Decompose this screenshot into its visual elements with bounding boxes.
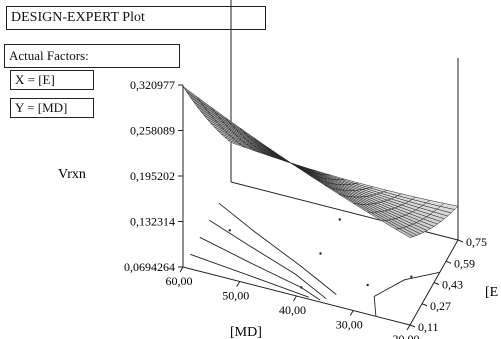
y-factor-label: Y = [MD]	[15, 100, 68, 115]
floor-contour-0	[218, 202, 337, 295]
x-factor-box: X = [E]	[10, 70, 94, 90]
md-tick-mark-0	[179, 266, 184, 273]
z-tick-label-2: 0,195202	[130, 169, 175, 183]
e-tick-mark-3	[421, 303, 428, 307]
design-point-5	[366, 283, 369, 287]
z-axis-title: Vrxn	[58, 167, 86, 182]
e-tick-label-4: 0,11	[418, 320, 439, 334]
e-tick-mark-0	[457, 239, 464, 243]
floor-contour-4	[373, 271, 440, 317]
floor-contour-3	[190, 253, 309, 298]
e-tick-mark-1	[445, 260, 452, 264]
surface-layer	[182, 86, 459, 238]
frame-layer	[182, 0, 459, 326]
md-axis-title: [MD]	[230, 325, 262, 339]
e-tick-mark-2	[433, 282, 440, 285]
z-tick-label-1: 0,258089	[130, 124, 175, 138]
e-tick-label-1: 0,59	[454, 256, 475, 270]
z-tick-label-3: 0,132314	[130, 215, 175, 229]
design-point-4	[338, 218, 341, 221]
md-tick-mark-4	[406, 324, 411, 331]
md-tick-mark-2	[293, 295, 297, 302]
z-tick-label-0: 0,320977	[130, 78, 175, 92]
md-tick-label-4: 20,00	[393, 332, 420, 339]
plot-title: DESIGN-EXPERT Plot	[11, 10, 145, 25]
x-factor-label: X = [E]	[15, 72, 55, 87]
md-tick-mark-3	[349, 310, 354, 316]
actual-factors-label: Actual Factors:	[9, 48, 89, 63]
y-factor-box: Y = [MD]	[10, 98, 94, 118]
e-tick-label-2: 0,43	[442, 278, 463, 292]
e-tick-label-3: 0,27	[430, 299, 451, 313]
tick-layer: 0,320977 0,258089 0,195202 0,132314 0,069426…	[124, 78, 487, 339]
floor-contour-2	[199, 236, 321, 301]
e-tick-label-0: 0,75	[466, 235, 487, 249]
z-tick-label-4: 0,0694264	[124, 260, 175, 274]
e-axis-title: [E	[485, 285, 498, 300]
design-point-2	[410, 275, 413, 278]
md-tick-label-1: 50,00	[222, 289, 249, 303]
floor-layer	[190, 202, 440, 317]
surface-cell-15-0	[395, 228, 415, 238]
actual-factors-box: Actual Factors:	[4, 44, 180, 68]
md-tick-label-0: 60,00	[166, 274, 193, 288]
e-tick-mark-4	[409, 324, 416, 328]
design-point-3	[228, 229, 231, 232]
md-tick-mark-1	[236, 281, 241, 287]
design-point-1	[300, 286, 303, 289]
design-point-0	[319, 252, 322, 255]
md-tick-label-2: 40,00	[279, 303, 306, 317]
floor-contour-1	[209, 219, 327, 300]
plot-title-box: DESIGN-EXPERT Plot	[6, 6, 266, 30]
md-tick-label-3: 30,00	[336, 318, 363, 332]
